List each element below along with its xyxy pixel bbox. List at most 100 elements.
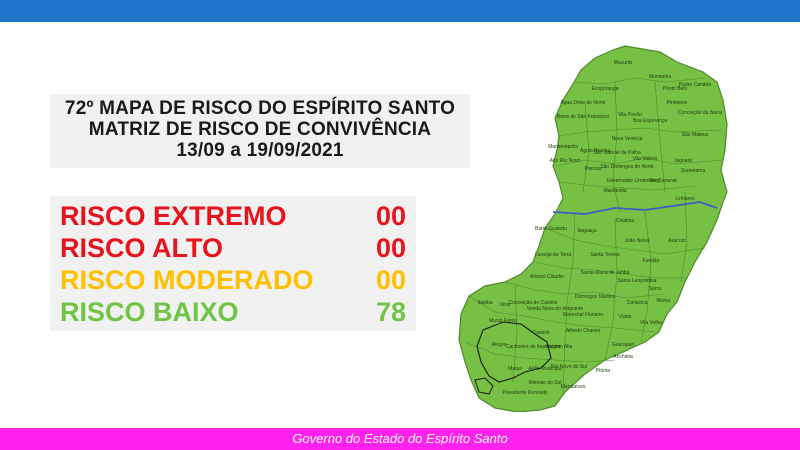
municipality-border [504,281,666,299]
risk-count: 00 [375,233,406,263]
municipality-label: Afonso Cláudio [530,274,564,280]
municipality-label: Conceição da Barra [678,110,722,116]
municipality-label: Pinheiros [667,100,688,106]
municipality-border [680,191,688,283]
risk-summary-panel: RISCO EXTREMO 00 RISCO ALTO 00 RISCO MOD… [50,196,416,331]
river-doce [552,201,718,215]
municipality-label: Anchieta [613,354,633,360]
municipality-border [562,213,576,393]
municipality-label: Mantenópolis [548,144,578,150]
municipality-label: Cachoeiro de Itapemirim [506,344,560,350]
state-risk-map: Mucurici Montanha Ponto Belo Pedro Canário E… [455,42,775,412]
municipality-label: São Domingos do Norte [600,164,654,170]
municipality-label: Cariacica [627,300,648,306]
header-bar [0,0,800,22]
municipality-border [532,261,685,279]
municipality-label: Nova Venécia [612,136,643,142]
municipality-label: Baixo Guandu [535,226,567,232]
municipality-label: Águia Branca [580,147,610,154]
municipality-label: Viana [619,314,632,320]
municipality-label: Muqui [508,366,522,372]
municipality-border [544,227,706,255]
municipality-label: Vitória [656,298,670,304]
municipality-border [558,181,696,191]
municipality-label: Linhares [675,196,695,202]
municipality-label: Santa Leopoldina [618,278,657,284]
municipality-label: Domingos Martins [575,294,616,300]
municipality-label: Vila Pavão [618,112,642,118]
municipality-label: Barra de São Francisco [557,114,610,120]
municipality-label: Vila Valério [633,156,658,162]
municipality-label: Governador Lindenberg [607,178,660,184]
title-line-3: 13/09 a 19/09/2021 [176,140,344,161]
municipality-label: Rio Novo do Sul [551,364,587,370]
municipality-border [654,81,666,193]
municipality-label: Piúma [596,368,610,374]
municipality-label: Ibatiba [477,300,492,306]
municipality-label: Santa Teresa [590,252,620,258]
municipality-label: Mimoso do Sul [528,380,561,386]
risk-row-moderado: RISCO MODERADO 00 [50,264,416,296]
municipality-label: Rio Bananal [649,178,676,184]
municipality-label: Itaguaçu [577,228,596,234]
footer-bar: Governo do Estado do Espírito Santo [0,428,800,450]
municipality-label: Montanha [649,74,671,80]
risk-row-alto: RISCO ALTO 00 [50,232,416,264]
municipality-border [582,101,590,193]
risk-label: RISCO MODERADO [60,265,314,295]
risk-label: RISCO ALTO [60,233,224,263]
municipality-label: São Mateus [682,132,709,138]
municipality-label: Fundão [643,258,660,264]
municipality-border [464,341,616,363]
municipality-label: Ponto Belo [663,86,688,92]
municipality-label: Mucurici [614,60,633,66]
municipality-label: Alto Rio Novo [550,158,581,164]
municipality-label: Marilândia [603,188,626,194]
footer-text: Governo do Estado do Espírito Santo [292,431,508,446]
municipality-label: Vargem Alta [546,344,573,350]
municipality-label: Vila Velha [640,320,662,326]
municipality-borders [464,77,724,393]
municipality-label: Iúna [500,302,510,308]
municipality-label: Aracruz [668,238,686,244]
municipality-label: Venda Nova do Imigrante [527,306,584,312]
municipality-label: Serra [649,286,661,292]
municipality-border [612,81,621,213]
municipality-label: Alegre [492,342,507,348]
municipality-border [640,211,652,343]
risk-label: RISCO BAIXO [60,297,239,327]
municipality-label: Colatina [616,218,635,224]
title-line-2: MATRIZ DE RISCO DE CONVIVÊNCIA [88,119,432,140]
highlighted-region-south [474,377,494,395]
state-outline [458,45,728,412]
municipality-label: Ecoporanga [592,86,619,92]
title-panel: 72º MAPA DE RISCO DO ESPÍRITO SANTO MATR… [50,94,470,168]
municipality-label: Água Doce do Norte [560,99,606,106]
municipality-border [574,77,706,85]
municipality-label: Pancas [585,166,602,172]
municipality-border [604,217,618,361]
risk-label: RISCO EXTREMO [60,201,287,231]
title-line-1: 72º MAPA DE RISCO DO ESPÍRITO SANTO [64,98,456,119]
municipality-label: Sooretama [681,168,706,174]
municipality-label: Santa Maria de Jetibá [581,270,630,276]
municipality-label: Conceição do Castelo [509,300,558,306]
municipality-label: Pedro Canário [679,82,711,88]
municipality-border [512,285,518,383]
municipality-label: São Gabriel da Palha [593,150,641,156]
municipality-label: Presidente Kennedy [502,390,548,396]
risk-count: 00 [375,201,406,231]
municipality-label: Boa Esperança [633,118,667,124]
municipality-label: Alfredo Chaves [566,328,601,334]
risk-row-extremo: RISCO EXTREMO 00 [50,200,416,232]
municipality-label: Castelo [533,330,550,336]
municipality-label: Marechal Floriano [563,312,603,318]
municipality-label: Marataízes [561,384,586,390]
risk-count: 78 [375,297,406,327]
highlighted-region [476,321,552,383]
risk-row-baixo: RISCO BAIXO 78 [50,296,416,328]
municipality-label: Atílio Vivácqua [529,366,562,372]
municipality-label: Guarapari [612,342,634,348]
risk-count: 00 [375,265,406,295]
